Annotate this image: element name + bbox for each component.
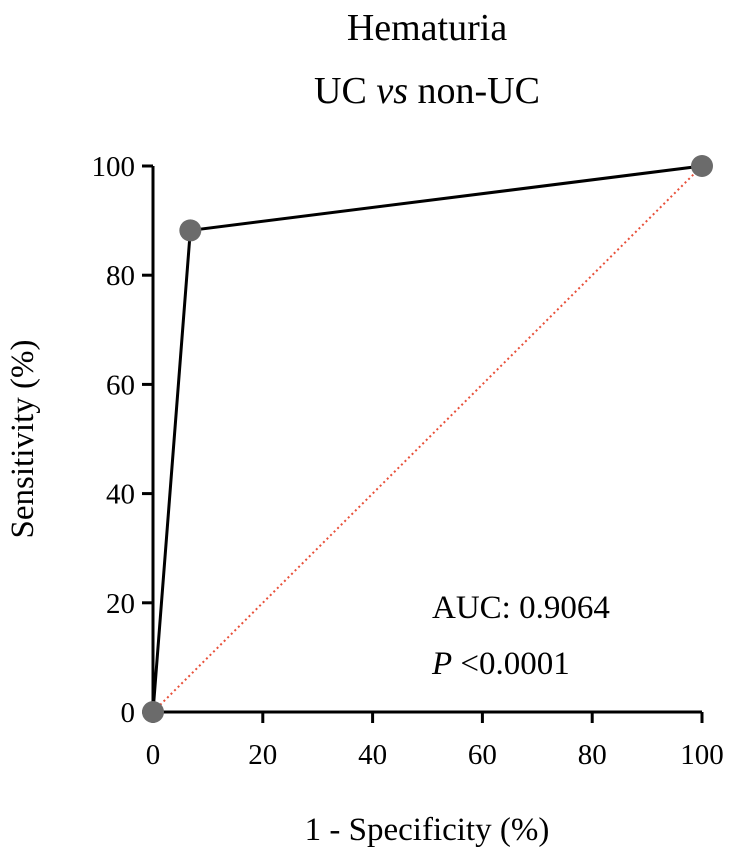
y-ticks: 0 20 40 60 80 100 xyxy=(92,151,153,729)
y-tick-label: 80 xyxy=(106,260,135,292)
p-annotation: P <0.0001 xyxy=(431,646,570,682)
y-axis-label: Sensitivity (%) xyxy=(5,340,41,539)
roc-point xyxy=(691,155,713,177)
y-tick-label: 20 xyxy=(106,588,135,620)
y-tick-label: 100 xyxy=(92,151,136,183)
y-tick-label: 40 xyxy=(106,479,135,511)
axes xyxy=(151,166,702,714)
p-italic: P xyxy=(431,646,452,682)
subtitle-suffix: non-UC xyxy=(408,70,540,112)
y-tick-label: 0 xyxy=(121,697,136,729)
x-tick-label: 40 xyxy=(358,739,387,771)
reference-layer xyxy=(152,165,703,713)
subtitle-prefix: UC xyxy=(314,70,376,112)
roc-point xyxy=(179,219,202,242)
subtitle-italic: vs xyxy=(376,70,408,112)
y-tick-label: 60 xyxy=(106,369,135,401)
roc-point xyxy=(142,701,164,723)
p-value: <0.0001 xyxy=(452,646,570,682)
x-tick-label: 0 xyxy=(146,739,161,771)
x-ticks: 0 20 40 60 80 100 xyxy=(146,712,724,771)
reference-diagonal-line xyxy=(152,165,703,713)
chart-title: Hematuria xyxy=(347,7,508,49)
x-tick-label: 20 xyxy=(248,739,277,771)
series-layer xyxy=(142,155,713,723)
x-tick-label: 60 xyxy=(468,739,497,771)
x-tick-label: 80 xyxy=(578,739,607,771)
x-axis-label: 1 - Specificity (%) xyxy=(305,812,550,848)
auc-annotation: AUC: 0.9064 xyxy=(432,590,610,626)
x-tick-label: 100 xyxy=(680,739,724,771)
chart-subtitle: UC vs non-UC xyxy=(314,70,540,112)
